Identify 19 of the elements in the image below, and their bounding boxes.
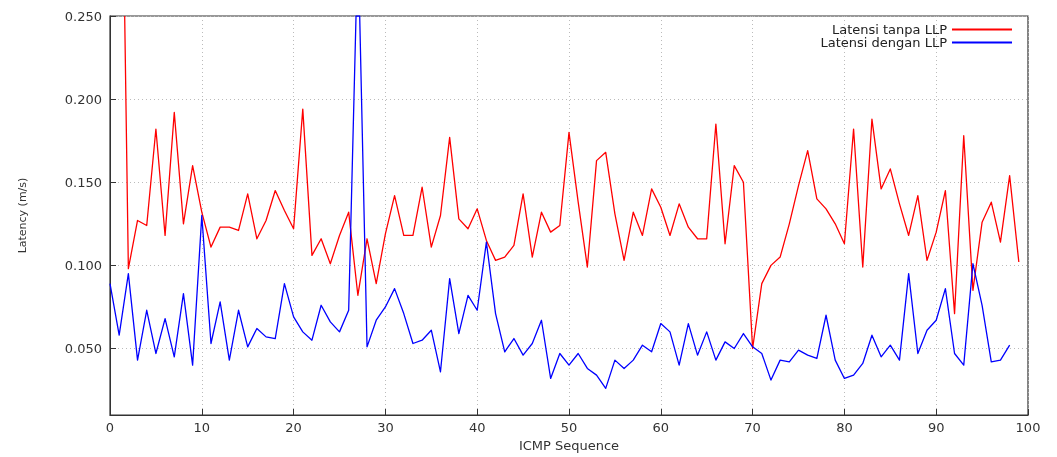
x-axis-title: ICMP Sequence [518, 437, 620, 453]
x-tick-label: 80 [836, 420, 853, 435]
y-tick-label: 0.050 [64, 341, 102, 356]
x-tick-label: 70 [744, 420, 761, 435]
y-tick-label: 0.150 [64, 174, 102, 190]
x-tick-label: 20 [285, 420, 302, 435]
legend-label: Latensi tanpa LLP [831, 22, 948, 37]
x-tick-label: 60 [652, 420, 670, 435]
x-tick-label: 0 [105, 420, 115, 435]
x-tick-label: 100 [1015, 420, 1041, 435]
y-tick-label: 0.100 [64, 257, 102, 273]
x-tick-label: 30 [377, 420, 394, 435]
x-tick-label: 40 [468, 420, 486, 435]
x-tick-label: 50 [560, 420, 578, 435]
x-tick-label: 90 [927, 420, 945, 435]
x-tick-label: 10 [193, 420, 211, 435]
y-axis-title: Latency (m/s) [16, 177, 29, 254]
y-tick-label: 0.250 [64, 8, 102, 24]
y-tick-label: 0.200 [64, 91, 102, 107]
